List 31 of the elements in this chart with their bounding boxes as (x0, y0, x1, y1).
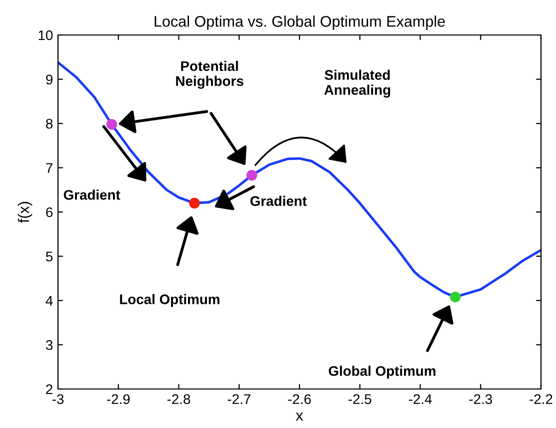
x-axis-title: x (296, 412, 304, 421)
annotation: Gradient (64, 190, 120, 200)
y-tick-label: 8 (46, 118, 53, 129)
annotation: Local Optimum (120, 294, 220, 307)
annotation: Gradient (250, 196, 307, 206)
y-tick-label: 2 (46, 384, 52, 394)
x-tick-label: -2.6 (288, 394, 311, 404)
y-tick-label: 7 (46, 163, 52, 173)
y-tick-label: 4 (46, 296, 53, 306)
x-tick-label: -2.4 (408, 394, 432, 404)
annotation: Global Optimum (328, 366, 436, 379)
chart-title: Local Optima vs. Global Optimum Example (154, 16, 445, 30)
y-tick-label: 3 (46, 340, 53, 350)
y-tick-label: 10 (38, 30, 53, 40)
y-axis-title: f(x) (18, 202, 32, 223)
x-tick-label: -2.8 (167, 394, 190, 404)
annotation: Simulated Annealing (324, 70, 390, 98)
point (246, 170, 258, 181)
point (450, 292, 461, 302)
y-tick-label: 9 (46, 74, 52, 84)
y-tick-label: 6 (46, 207, 53, 218)
x-tick-label: -2.9 (107, 394, 130, 404)
y-tick-label: 5 (46, 252, 53, 262)
x-tick-label: -2.3 (469, 394, 492, 404)
x-tick-label: -2.2 (530, 394, 552, 404)
annotation: Potential Neighbors (176, 60, 244, 89)
x-tick-label: -2.5 (348, 394, 372, 404)
x-tick-label: -2.7 (228, 394, 250, 404)
x-tick-label: -3 (52, 394, 64, 404)
point (189, 198, 200, 209)
point (106, 119, 118, 130)
